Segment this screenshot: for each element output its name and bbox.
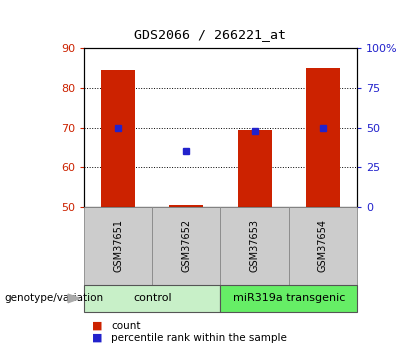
Bar: [169, 205, 203, 207]
Bar: [306, 68, 340, 207]
Bar: [238, 130, 272, 207]
Bar: [101, 70, 135, 207]
Text: GDS2066 / 266221_at: GDS2066 / 266221_at: [134, 28, 286, 41]
Text: GSM37651: GSM37651: [113, 219, 123, 272]
Text: ■: ■: [92, 321, 103, 331]
Text: GSM37653: GSM37653: [249, 219, 260, 272]
Text: GSM37652: GSM37652: [181, 219, 192, 272]
Text: GSM37654: GSM37654: [318, 219, 328, 272]
Text: percentile rank within the sample: percentile rank within the sample: [111, 333, 287, 343]
Text: control: control: [133, 294, 171, 303]
Text: genotype/variation: genotype/variation: [4, 294, 103, 303]
Polygon shape: [68, 294, 80, 303]
Text: count: count: [111, 321, 141, 331]
Text: miR319a transgenic: miR319a transgenic: [233, 294, 345, 303]
Text: ■: ■: [92, 333, 103, 343]
